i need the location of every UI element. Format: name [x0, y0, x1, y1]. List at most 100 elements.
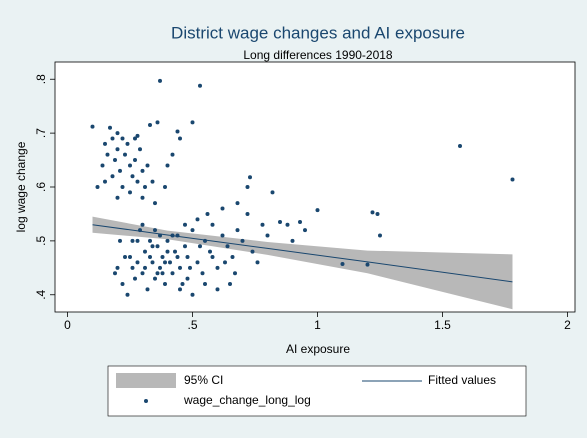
data-point	[170, 152, 175, 157]
data-point	[110, 174, 115, 179]
data-point	[130, 238, 135, 243]
data-point	[208, 249, 212, 254]
data-point	[115, 265, 120, 270]
data-point	[245, 211, 250, 216]
data-point	[113, 158, 117, 163]
data-point	[190, 228, 195, 233]
data-point	[198, 83, 202, 88]
data-point	[165, 249, 170, 254]
data-point	[120, 136, 125, 141]
data-point	[125, 292, 130, 297]
data-point	[163, 185, 167, 189]
data-point	[375, 211, 380, 216]
data-point	[163, 281, 167, 286]
data-point	[140, 195, 145, 200]
data-point	[248, 175, 252, 180]
legend-label: wage_change_long_log	[183, 393, 311, 407]
data-point	[150, 260, 155, 265]
data-point	[143, 265, 147, 270]
legend-label: 95% CI	[184, 373, 223, 387]
data-point	[158, 78, 162, 83]
data-point	[458, 144, 462, 149]
data-point	[215, 265, 220, 270]
data-point	[178, 287, 182, 292]
data-point	[103, 141, 107, 146]
data-point	[123, 152, 127, 157]
legend-box	[107, 365, 527, 417]
data-point	[143, 249, 147, 254]
data-point	[205, 211, 210, 216]
legend-swatch	[144, 399, 148, 403]
y-tick-label: .6	[34, 182, 48, 192]
data-point	[370, 210, 375, 215]
data-point	[170, 271, 175, 276]
data-point	[135, 179, 140, 184]
data-point	[183, 222, 187, 227]
data-point	[133, 136, 137, 141]
data-point	[123, 255, 127, 260]
x-tick-label: 1.5	[434, 318, 451, 332]
data-point	[140, 271, 145, 276]
data-point	[138, 147, 142, 152]
data-point	[378, 233, 382, 238]
data-point	[168, 260, 172, 265]
data-point	[155, 271, 160, 276]
data-point	[120, 281, 125, 286]
data-point	[115, 131, 120, 136]
data-point	[188, 265, 192, 270]
data-point	[265, 233, 270, 238]
data-point	[113, 271, 117, 276]
data-point	[105, 152, 110, 157]
legend-label: Fitted values	[428, 373, 496, 387]
data-point	[195, 260, 200, 265]
data-point	[220, 206, 225, 211]
data-point	[158, 233, 162, 238]
data-point	[185, 255, 190, 260]
data-point	[175, 233, 180, 238]
data-point	[138, 228, 142, 233]
legend-swatch	[116, 373, 176, 388]
x-tick-label: 1	[314, 318, 321, 332]
data-point	[150, 244, 155, 249]
x-axis-title: AI exposure	[286, 342, 350, 356]
data-point	[233, 271, 237, 276]
data-point	[153, 228, 157, 233]
data-point	[230, 255, 235, 260]
y-tick-label: .5	[34, 236, 48, 246]
data-point	[170, 233, 175, 238]
data-point	[365, 262, 370, 267]
data-point	[135, 260, 140, 265]
data-point	[133, 276, 137, 281]
data-point	[95, 185, 100, 189]
y-axis-title: log wage change	[14, 141, 28, 232]
data-point	[510, 177, 515, 182]
data-point	[108, 125, 112, 130]
data-point	[255, 260, 260, 265]
data-point	[180, 281, 185, 286]
y-tick-label: .8	[34, 74, 48, 84]
data-point	[225, 244, 230, 249]
data-point	[178, 136, 182, 141]
data-point	[120, 185, 125, 189]
ci-band	[92, 216, 513, 310]
data-point	[245, 185, 250, 189]
data-point	[135, 238, 140, 243]
data-point	[118, 238, 122, 243]
data-point	[155, 244, 160, 249]
data-point	[128, 255, 132, 260]
data-point	[148, 123, 152, 128]
data-point	[140, 168, 145, 173]
data-point	[163, 260, 167, 265]
x-tick-label: 0	[64, 318, 71, 332]
data-point	[183, 244, 187, 249]
data-point	[130, 174, 135, 179]
data-point	[278, 220, 282, 225]
data-point	[175, 255, 180, 260]
data-point	[173, 249, 177, 254]
data-point	[165, 238, 170, 243]
data-point	[195, 217, 200, 222]
data-point	[220, 233, 225, 238]
data-point	[240, 238, 245, 243]
data-point	[303, 228, 307, 233]
data-point	[175, 129, 180, 134]
